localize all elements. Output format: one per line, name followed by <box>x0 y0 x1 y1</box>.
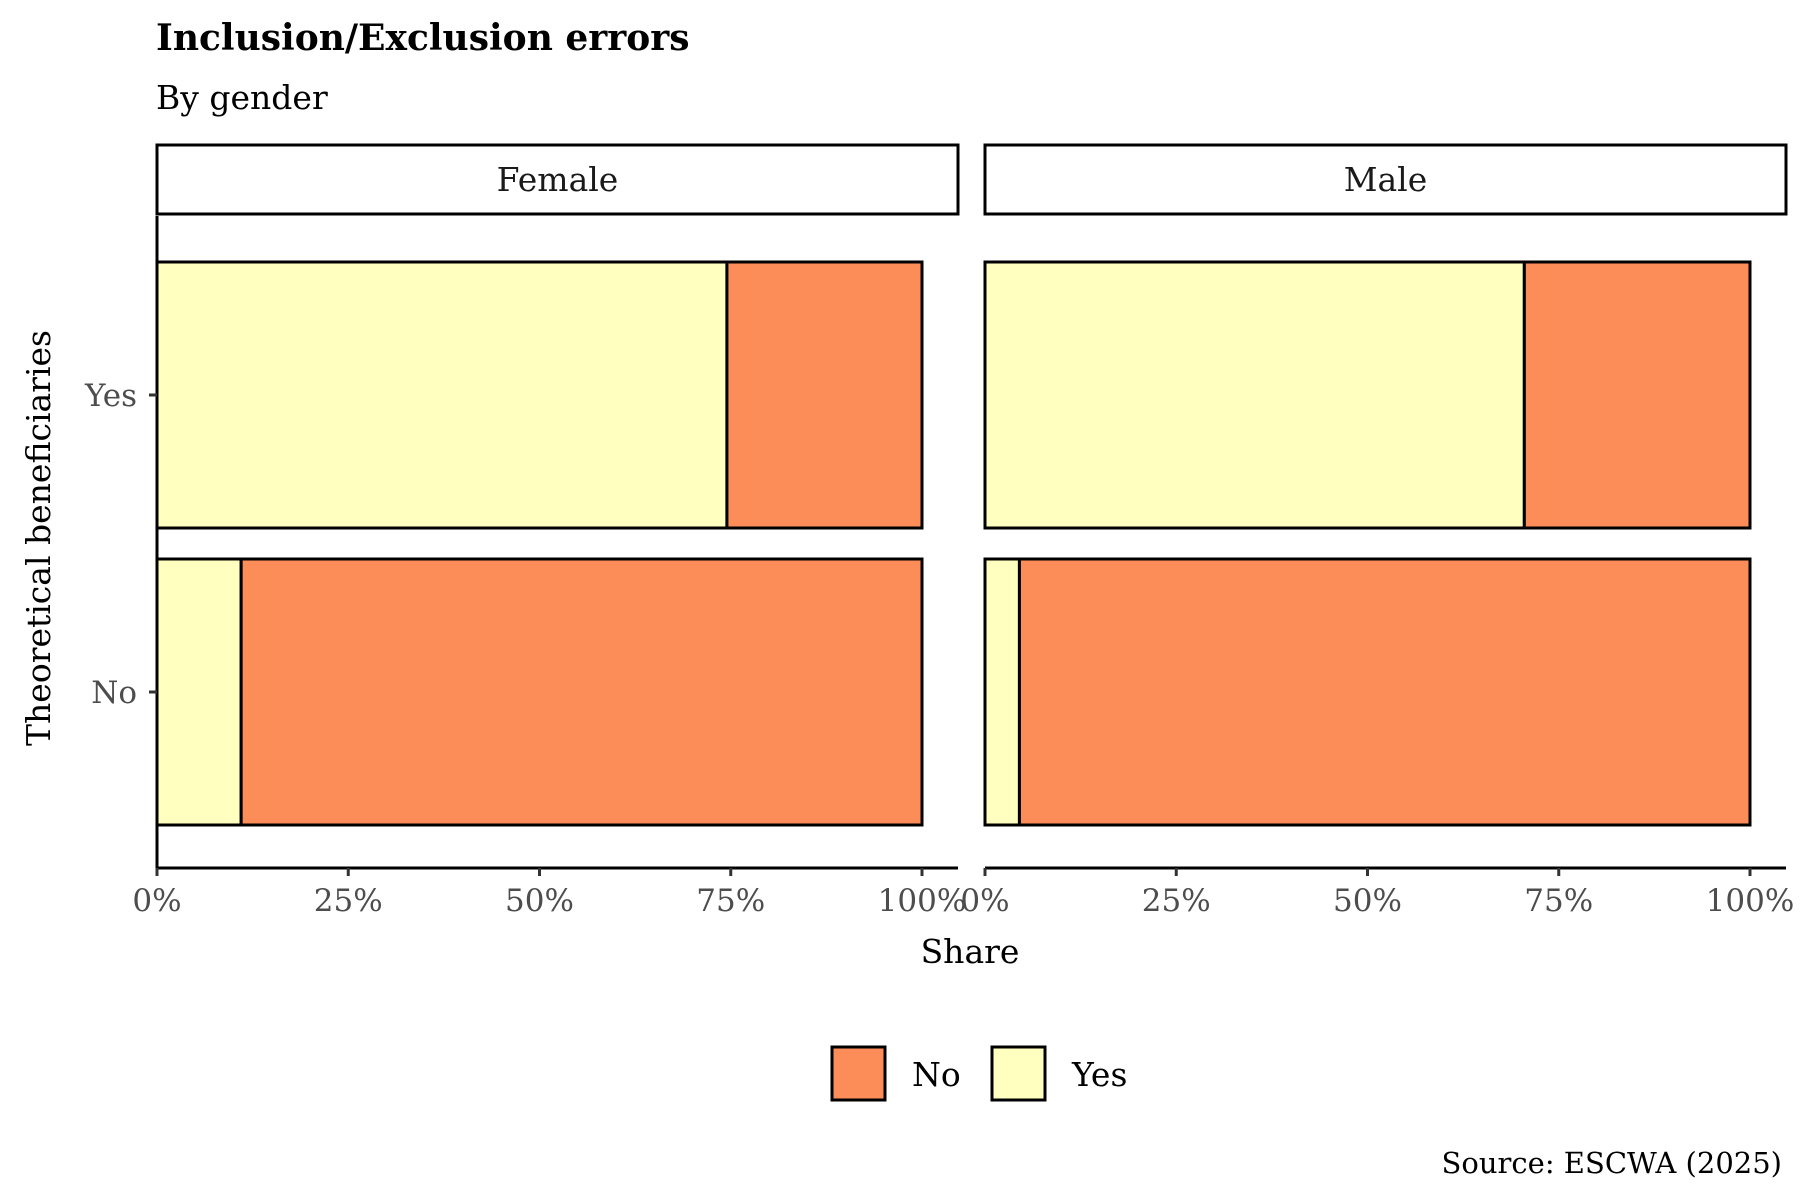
x-axis-label: Share <box>921 932 1020 971</box>
chart-caption: Source: ESCWA (2025) <box>1442 1146 1782 1180</box>
x-tick-label-male-4: 100% <box>1706 883 1795 919</box>
facet-panels: Female Yes No 0% 25% 50% 75% 100% Male 0% 25% 50% 75… <box>84 143 1795 919</box>
x-tick-label-female-2: 50% <box>505 883 574 919</box>
bar-female-no-no <box>239 557 924 827</box>
bar-male-yes-yes <box>983 260 1526 530</box>
bar-female-no-yes <box>155 557 243 827</box>
x-tick-label-male-1: 25% <box>1142 883 1211 919</box>
facet-strip-male <box>983 143 1788 216</box>
x-tick-label-male-3: 75% <box>1524 883 1593 919</box>
facet-strip-label-male: Male <box>1344 160 1428 199</box>
legend-label-yes: Yes <box>1071 1055 1127 1094</box>
x-tick-label-female-0: 0% <box>132 883 181 919</box>
y-tick-label-no: No <box>91 675 137 711</box>
facet-male: Male 0% 25% 50% 75% 100% <box>960 143 1795 919</box>
facet-strip-label-female: Female <box>497 160 619 199</box>
facet-female: Female Yes No 0% 25% 50% 75% 100% <box>84 143 967 919</box>
bar-female-yes-yes <box>155 260 729 530</box>
legend-label-no: No <box>912 1055 961 1094</box>
x-tick-label-female-1: 25% <box>314 883 383 919</box>
bar-male-yes-no <box>1522 260 1752 530</box>
x-tick-label-female-4: 100% <box>878 883 967 919</box>
x-tick-label-male-0: 0% <box>960 883 1009 919</box>
x-tick-label-male-2: 50% <box>1333 883 1402 919</box>
facet-strip-female <box>155 143 960 216</box>
chart-subtitle: By gender <box>156 78 328 117</box>
legend-swatch-yes <box>990 1045 1047 1102</box>
chart-title: Inclusion/Exclusion errors <box>156 17 689 59</box>
x-tick-label-female-3: 75% <box>696 883 765 919</box>
bar-male-no-yes <box>983 557 1021 827</box>
legend: No Yes <box>830 1045 1127 1102</box>
bar-male-no-no <box>1017 557 1752 827</box>
y-tick-label-yes: Yes <box>84 378 137 414</box>
legend-swatch-no <box>830 1045 887 1102</box>
y-axis-label: Theoretical beneficiaries <box>19 330 58 746</box>
bar-female-yes-no <box>725 260 924 530</box>
